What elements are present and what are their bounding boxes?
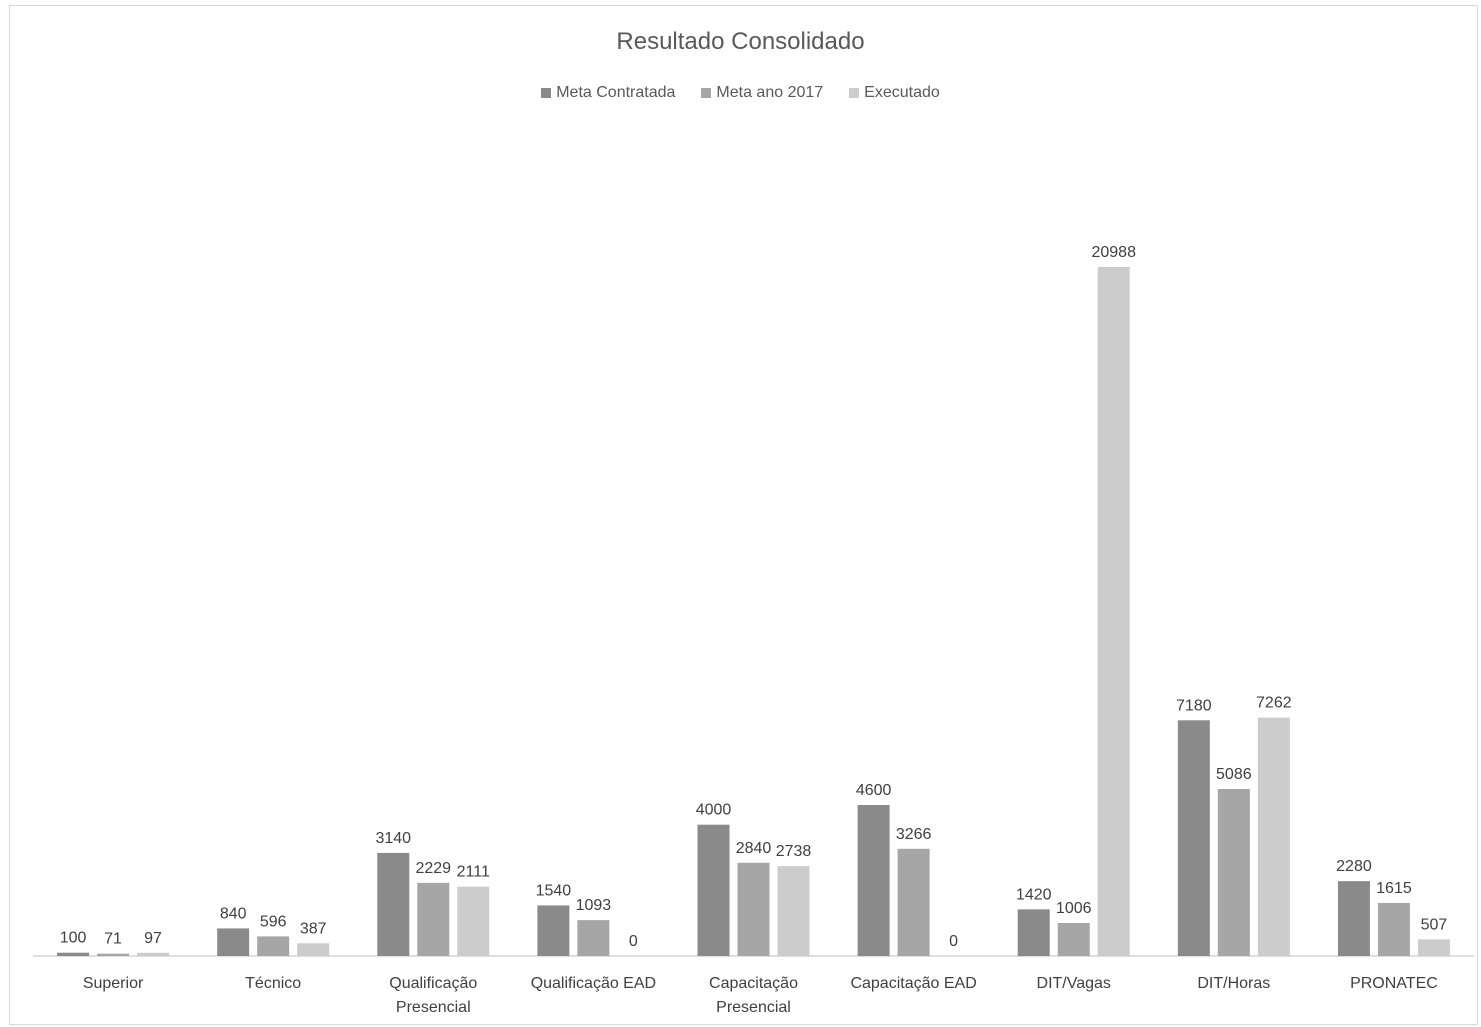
category-label-qualificacao-presencial-line1: Qualificação (389, 975, 477, 992)
legend-item-executado: Executado (849, 84, 940, 102)
data-label-meta-ano-2017-qualificacao-ead: 1093 (576, 897, 612, 914)
bar-meta-ano-2017-tecnico (257, 936, 290, 956)
bar-meta-contratada-tecnico (217, 928, 250, 956)
data-label-executado-dit-horas: 7262 (1256, 695, 1292, 712)
chart-title: Resultado Consolidado (616, 28, 865, 55)
data-label-meta-contratada-superior: 100 (60, 930, 87, 947)
bar-meta-contratada-qualificacao-ead (537, 905, 570, 956)
data-label-meta-ano-2017-tecnico: 596 (260, 913, 287, 930)
category-label-capacitacao-ead: Capacitação EAD (850, 975, 976, 992)
bar-executado-capacitacao-presencial (777, 866, 810, 956)
bar-meta-contratada-capacitacao-ead (857, 804, 890, 956)
bar-meta-ano-2017-pronatec (1377, 902, 1410, 956)
bar-meta-ano-2017-qualificacao-ead (577, 920, 610, 956)
legend-swatch-meta-contratada (541, 88, 552, 98)
category-label-dit-horas: DIT/Horas (1197, 975, 1270, 992)
bar-meta-ano-2017-capacitacao-presencial (737, 862, 770, 956)
legend-item-meta-contratada: Meta Contratada (541, 84, 675, 102)
legend-item-meta-ano-2017: Meta ano 2017 (701, 84, 823, 102)
data-label-executado-tecnico: 387 (300, 920, 327, 937)
bar-meta-contratada-qualificacao-presencial (377, 852, 410, 956)
bar-meta-ano-2017-superior (97, 953, 130, 956)
legend-label-meta-ano-2017: Meta ano 2017 (716, 84, 824, 101)
bar-meta-ano-2017-dit-vagas (1057, 922, 1090, 956)
bar-meta-ano-2017-capacitacao-ead (897, 848, 930, 956)
data-label-executado-capacitacao-ead: 0 (949, 933, 958, 950)
data-label-meta-contratada-capacitacao-ead: 4600 (856, 782, 892, 799)
data-label-meta-ano-2017-superior: 71 (104, 931, 122, 948)
bar-meta-contratada-dit-vagas (1017, 909, 1050, 956)
category-label-pronatec: PRONATEC (1350, 975, 1438, 992)
category-label-tecnico: Técnico (245, 975, 301, 992)
bar-executado-superior (137, 952, 170, 956)
data-label-meta-ano-2017-capacitacao-ead: 3266 (896, 826, 932, 843)
data-label-executado-superior: 97 (144, 930, 162, 947)
data-label-executado-capacitacao-presencial: 2738 (776, 843, 812, 860)
category-label-capacitacao-presencial-line1: Capacitação (709, 975, 798, 992)
bar-executado-dit-horas (1257, 717, 1290, 956)
bar-meta-ano-2017-qualificacao-presencial (417, 882, 450, 956)
bar-meta-contratada-dit-horas (1177, 720, 1210, 956)
chart-area (9, 5, 1478, 1025)
data-label-meta-ano-2017-capacitacao-presencial: 2840 (736, 840, 772, 857)
category-label-superior: Superior (83, 975, 144, 992)
data-label-executado-qualificacao-ead: 0 (629, 933, 638, 950)
legend-swatch-executado (849, 88, 860, 98)
data-label-executado-qualificacao-presencial: 2111 (457, 864, 490, 881)
bar-executado-pronatec (1417, 939, 1450, 956)
data-label-meta-ano-2017-pronatec: 1615 (1376, 880, 1412, 897)
data-label-meta-contratada-dit-horas: 7180 (1176, 697, 1212, 714)
category-label-qualificacao-presencial-line2: Presencial (396, 999, 471, 1016)
legend-label-meta-contratada: Meta Contratada (556, 84, 676, 101)
bar-executado-tecnico (297, 943, 330, 956)
bar-meta-contratada-pronatec (1337, 881, 1370, 956)
category-label-capacitacao-presencial-line2: Presencial (716, 999, 791, 1016)
data-label-meta-contratada-pronatec: 2280 (1336, 858, 1372, 875)
bar-executado-qualificacao-presencial (457, 886, 490, 956)
data-label-meta-contratada-dit-vagas: 1420 (1016, 886, 1052, 903)
legend-label-executado: Executado (864, 84, 940, 101)
data-label-meta-ano-2017-dit-horas: 5086 (1216, 766, 1252, 783)
bar-meta-ano-2017-dit-horas (1217, 789, 1250, 956)
bar-executado-dit-vagas (1097, 267, 1130, 956)
data-label-meta-contratada-qualificacao-presencial: 3140 (375, 830, 411, 847)
data-label-meta-contratada-qualificacao-ead: 1540 (536, 882, 572, 899)
legend: Meta Contratada Meta ano 2017 Executado (0, 84, 1481, 102)
data-label-meta-contratada-capacitacao-presencial: 4000 (696, 802, 732, 819)
legend-swatch-meta-ano-2017 (701, 88, 712, 98)
data-label-meta-ano-2017-dit-vagas: 1006 (1056, 900, 1092, 917)
data-label-executado-dit-vagas: 20988 (1091, 244, 1136, 261)
category-label-dit-vagas: DIT/Vagas (1037, 975, 1111, 992)
bar-meta-contratada-superior (57, 952, 90, 956)
data-label-executado-pronatec: 507 (1421, 916, 1448, 933)
category-label-qualificacao-ead: Qualificação EAD (531, 975, 656, 992)
data-label-meta-ano-2017-qualificacao-presencial: 2229 (415, 860, 451, 877)
data-label-meta-contratada-tecnico: 840 (220, 905, 247, 922)
bar-meta-contratada-capacitacao-presencial (697, 824, 730, 956)
